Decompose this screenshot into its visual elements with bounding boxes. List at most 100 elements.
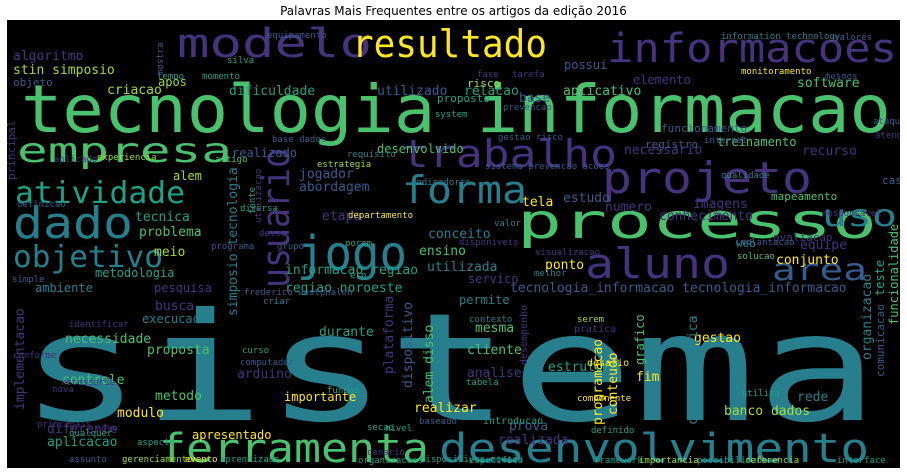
word-stin-simposio: stin simposio xyxy=(13,63,115,78)
word-informacao-regiao: informacao regiao xyxy=(285,263,418,278)
word-utilizada: utilizada xyxy=(427,260,497,275)
word-desenvolvido: desenvolvido xyxy=(377,142,464,156)
word-principais: principais xyxy=(37,420,91,430)
word-funcao: funcao xyxy=(327,386,360,396)
word-diferente: diferente xyxy=(47,422,118,437)
word-aplicacao: aplicacao xyxy=(47,435,117,450)
word-metodo: metodo xyxy=(155,389,202,404)
word-relacao: relacao xyxy=(464,84,519,99)
word-visualizacao: visualizacao xyxy=(535,248,600,258)
word-criar: criar xyxy=(263,297,291,307)
word-ensino: ensino xyxy=(419,244,466,259)
word-implantacao: implantacao xyxy=(735,238,795,248)
chart-title: Palavras Mais Frequentes entre os artigo… xyxy=(280,4,627,18)
word-definicao: definicao xyxy=(17,200,66,210)
word-conforme: conforme xyxy=(13,351,56,361)
word-aspecto: aspecto xyxy=(137,438,175,448)
word-atendimento: atendimento xyxy=(875,131,900,141)
word-meio: meio xyxy=(154,245,185,260)
word-simple: simple xyxy=(12,275,45,285)
word-registro: registro xyxy=(645,138,698,151)
word-melhor: melhor xyxy=(534,269,567,279)
word-area: area xyxy=(772,253,867,288)
word-caso: caso xyxy=(882,174,900,187)
word-estrategia: estrategia xyxy=(317,160,371,170)
word-componente: componente xyxy=(577,394,631,404)
word-objeto: objeto xyxy=(13,76,53,89)
word-atividade: atividade xyxy=(15,176,185,211)
word-apos: apos xyxy=(158,75,187,89)
word-organizacao: organizacao xyxy=(860,274,875,360)
word-empresa: empresa xyxy=(17,131,232,171)
word-disponiveis: disponiveis xyxy=(459,238,519,248)
word-indicadores: indicadores xyxy=(411,178,471,188)
word-recurso: recurso xyxy=(802,144,857,159)
word-controle: controle xyxy=(62,373,125,388)
word-trabalho: trabalho xyxy=(402,132,617,176)
word-realizada: realizada xyxy=(498,433,568,448)
word-projeto: projeto xyxy=(602,153,812,204)
word-equipe: equipe xyxy=(800,238,847,253)
word-modulo: modulo xyxy=(117,406,164,421)
word-software: software xyxy=(797,76,860,91)
word-importancia: importancia xyxy=(639,456,699,466)
word-mostra: mostra xyxy=(156,42,166,75)
word-pratica: pratica xyxy=(574,324,616,335)
word-valores: valores xyxy=(834,33,872,43)
word-implementacao: implementacao xyxy=(13,308,28,410)
word-computador: computador xyxy=(240,358,295,368)
word-internet: internet xyxy=(704,136,747,146)
word-cloud: sistema tecnologia informacao processo ferr… xyxy=(7,20,900,468)
word-banco-dados: banco dados xyxy=(724,404,810,419)
word-avaliacao: avaliacao xyxy=(773,231,833,244)
word-execucao: execucao xyxy=(142,312,200,326)
word-processo: processo xyxy=(517,194,877,250)
word-teste: teste xyxy=(873,260,887,296)
word-jogo: jogo xyxy=(297,226,407,282)
word-arduino: arduino xyxy=(237,367,292,382)
word-regiao-noroeste: regiao noroeste xyxy=(285,281,403,296)
word-uso: uso xyxy=(822,199,897,234)
word-realizado: realizado xyxy=(232,146,297,160)
word-objetivo: objetivo xyxy=(13,240,163,275)
word-alem-disso: alem disso xyxy=(422,325,437,403)
word-monitoramento: monitoramento xyxy=(741,67,811,77)
word-baseado: baseado xyxy=(419,417,457,427)
word-desempenho: desempenho xyxy=(519,305,530,365)
word-tempo: tempo xyxy=(157,72,184,82)
word-principal: principal xyxy=(7,120,18,180)
word-sistema: sistema xyxy=(19,282,879,456)
word-modelo: modelo xyxy=(177,21,372,67)
word-jogador: jogador xyxy=(299,167,354,182)
word-cenario: cenario xyxy=(367,448,405,458)
word-necessidade: necessidade xyxy=(65,332,151,347)
word-cloud-svg: sistema tecnologia informacao processo ferr… xyxy=(7,21,900,468)
word-importante: importante xyxy=(284,390,356,404)
word-evento: evento xyxy=(185,455,218,465)
word-deste: deste xyxy=(259,229,286,239)
word-conteudo: conteudo xyxy=(606,352,621,415)
word-analise: analise xyxy=(467,366,522,381)
word-utilizacao: utilizacao xyxy=(254,169,264,223)
word-organizacoes: organizacoes xyxy=(358,456,423,466)
word-metodologia: metodologia xyxy=(95,266,174,280)
word-apresentado: apresentado xyxy=(192,428,271,442)
word-ponto: ponto xyxy=(545,258,584,273)
word-responsavel: responsavel xyxy=(822,209,882,219)
word-assunto: assunto xyxy=(69,455,107,465)
word-tabela: tabela xyxy=(466,378,499,388)
word-desenvolvimento: desenvolvimento xyxy=(439,426,869,468)
word-interface: interface xyxy=(837,456,886,466)
word-possui: possui xyxy=(564,58,607,72)
word-servico: servico xyxy=(468,272,519,286)
word-definido: definido xyxy=(591,426,634,436)
word-necessario: necessario xyxy=(624,143,702,158)
word-programacao: programacao xyxy=(591,339,606,425)
word-numero: numero xyxy=(605,200,652,215)
word-mapeamento: mapeamento xyxy=(771,190,837,203)
word-criacao: criacao xyxy=(107,83,162,98)
word-forma: forma xyxy=(402,168,527,212)
word-necessaria: necessaria xyxy=(61,378,115,388)
word-conceito: conceito xyxy=(428,227,491,242)
word-caracteristica: caracteristica xyxy=(686,315,701,425)
